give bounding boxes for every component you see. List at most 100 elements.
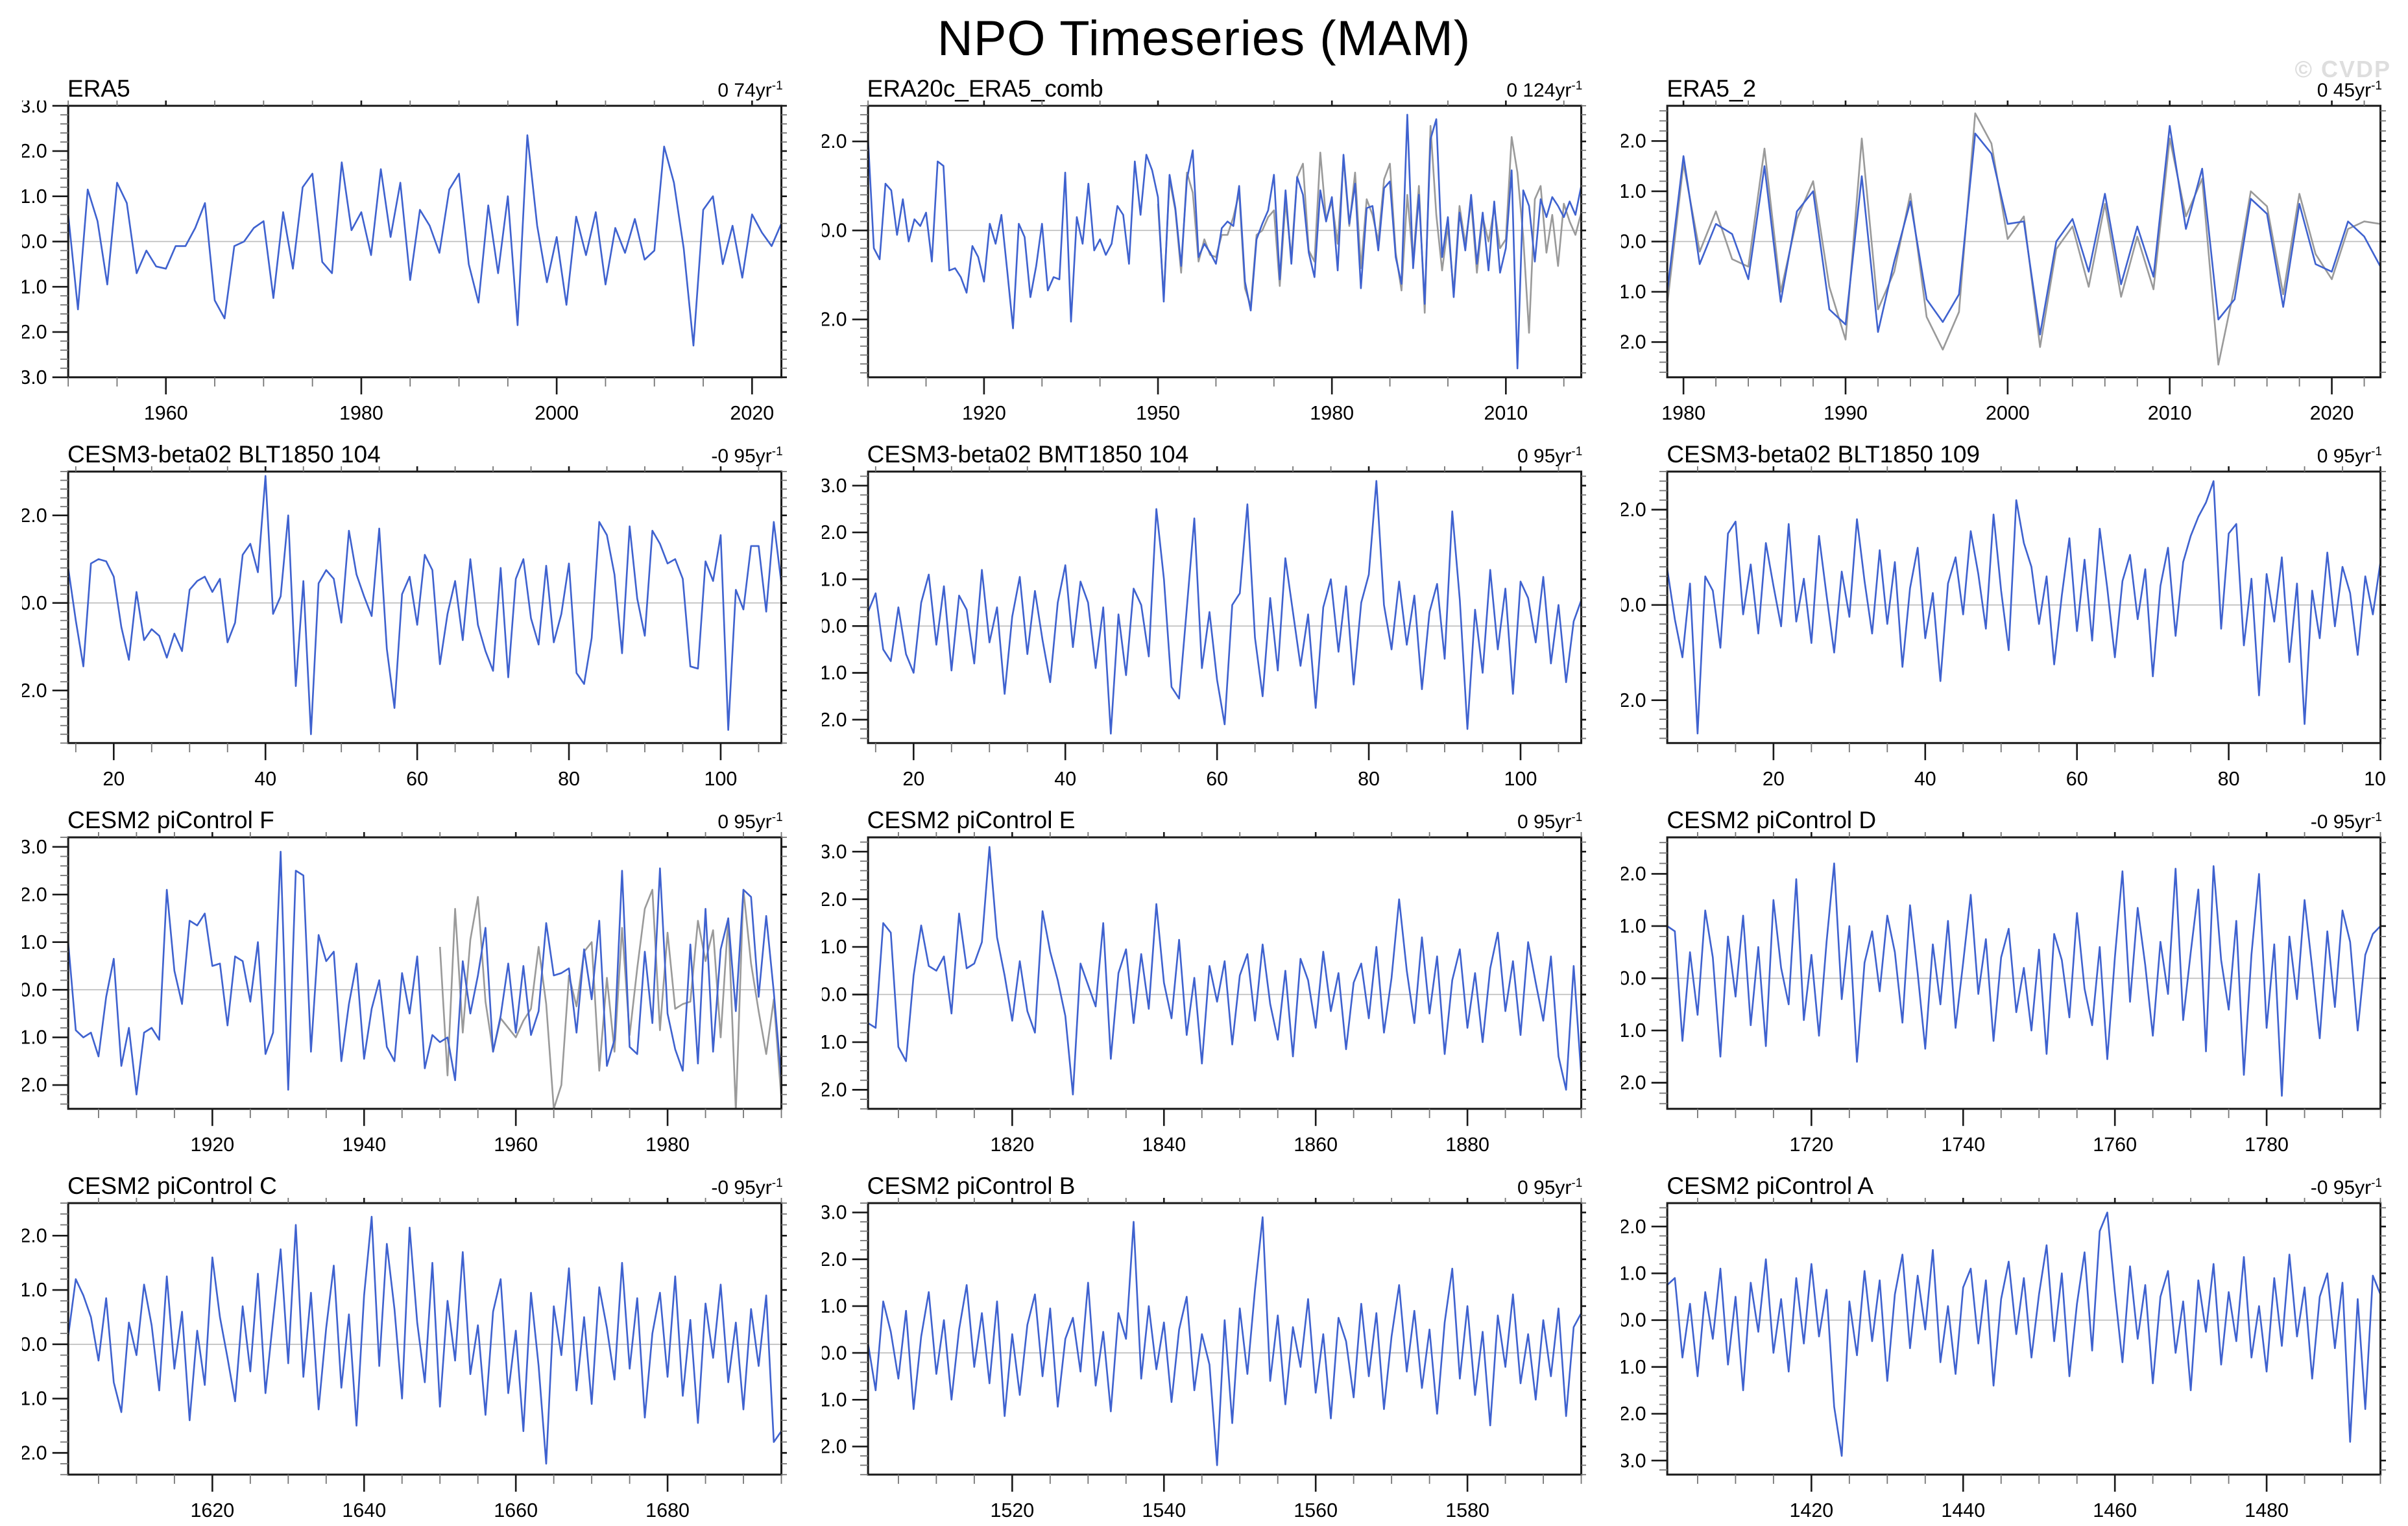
y-tick-label: -2.0 xyxy=(1621,1072,1646,1094)
timeseries-plot: 1920 1950 1980 2010 -2.0 0.0 2.0 xyxy=(822,101,1587,424)
y-tick-label: -2.0 xyxy=(22,1442,47,1464)
trend-exponent: -1 xyxy=(1571,811,1583,825)
series-line-piControl-A xyxy=(1667,1211,2381,1457)
y-tick-label: -2.0 xyxy=(1621,331,1646,353)
subplot-picontrol-e: CESM2 piControl E 0 95yr-1 1820 1840 1860 1… xyxy=(822,802,1587,1162)
trend-value: 0 45yr xyxy=(2317,80,2372,101)
subplot-title: CESM3-beta02 BLT1850 104 xyxy=(67,441,381,468)
y-tick-label: 2.0 xyxy=(822,130,847,152)
x-tick-label: 1720 xyxy=(1790,1134,1834,1156)
y-tick-label: 0.0 xyxy=(822,615,847,638)
x-tick-label: 1480 xyxy=(2245,1499,2289,1521)
timeseries-plot: 20 40 60 80 100 -2.0 0.0 2.0 xyxy=(1621,466,2386,790)
trend-exponent: -1 xyxy=(1571,445,1583,459)
x-tick-label: 1860 xyxy=(1294,1134,1338,1156)
subplot-picontrol-a: CESM2 piControl A -0 95yr-1 1420 1440 1460… xyxy=(1621,1168,2386,1526)
y-tick-label: 2.0 xyxy=(22,884,47,906)
y-tick-label: 1.0 xyxy=(1621,915,1646,937)
subplot-title: CESM2 piControl F xyxy=(67,807,274,834)
timeseries-plot: 1420 1440 1460 1480 -3.0 -2.0 -1.0 0.0 1.0 2.0 xyxy=(1621,1198,2386,1521)
x-tick-label: 40 xyxy=(1914,768,1936,790)
y-tick-label: 0.0 xyxy=(1621,1309,1646,1331)
trend-value: 0 95yr xyxy=(717,811,772,833)
y-tick-label: 3.0 xyxy=(822,1202,847,1224)
subplot-picontrol-d: CESM2 piControl D -0 95yr-1 1720 1740 1760… xyxy=(1621,802,2386,1162)
subplot-header: ERA5_2 0 45yr-1 xyxy=(1621,71,2386,101)
x-tick-label: 100 xyxy=(1504,768,1537,790)
series-line-piControl-B xyxy=(867,1216,1582,1466)
y-tick-label: -1.0 xyxy=(22,1027,47,1049)
trend-annotation: 0 124yr-1 xyxy=(1506,80,1582,101)
x-tick-label: 1660 xyxy=(494,1499,538,1521)
y-tick-label: -1.0 xyxy=(1621,1019,1646,1042)
subplot-header: CESM3-beta02 BLT1850 104 -0 95yr-1 xyxy=(22,436,787,466)
subplot-header: CESM2 piControl A -0 95yr-1 xyxy=(1621,1168,2386,1198)
trend-value: 0 95yr xyxy=(1517,446,1572,468)
timeseries-plot: 1620 1640 1660 1680 -2.0 -1.0 0.0 1.0 2.0 xyxy=(22,1198,787,1521)
trend-exponent: -1 xyxy=(771,1176,783,1191)
y-tick-label: -1.0 xyxy=(22,1388,47,1410)
x-tick-label: 80 xyxy=(558,768,580,790)
subplot-title: CESM3-beta02 BMT1850 104 xyxy=(867,441,1189,468)
y-tick-label: -2.0 xyxy=(1621,689,1646,711)
x-tick-label: 1820 xyxy=(990,1134,1034,1156)
x-tick-label: 1540 xyxy=(1142,1499,1186,1521)
x-tick-label: 1920 xyxy=(962,402,1006,424)
y-tick-label: -1.0 xyxy=(1621,1356,1646,1378)
subplot-header: ERA5 0 74yr-1 xyxy=(22,71,787,101)
subplot-header: CESM2 piControl C -0 95yr-1 xyxy=(22,1168,787,1198)
x-tick-label: 1980 xyxy=(645,1134,690,1156)
x-tick-label: 1780 xyxy=(2245,1134,2289,1156)
x-tick-label: 1620 xyxy=(190,1499,234,1521)
x-tick-label: 80 xyxy=(2218,768,2240,790)
x-tick-label: 80 xyxy=(1358,768,1380,790)
plot-frame xyxy=(867,470,1582,745)
x-tick-label: 100 xyxy=(2364,768,2386,790)
series-line-ERA20c_ERA5_comb xyxy=(867,113,1582,370)
trend-annotation: -0 95yr-1 xyxy=(711,446,782,466)
y-tick-label: -1.0 xyxy=(822,1389,847,1411)
subplot-picontrol-b: CESM2 piControl B 0 95yr-1 1520 1540 1560 1… xyxy=(822,1168,1587,1526)
y-tick-label: 1.0 xyxy=(1621,1263,1646,1285)
x-tick-label: 1440 xyxy=(1942,1499,1986,1521)
plot-frame xyxy=(867,836,1582,1110)
y-tick-label: 0.0 xyxy=(1621,968,1646,990)
trend-annotation: -0 95yr-1 xyxy=(711,1177,782,1198)
trend-annotation: 0 95yr-1 xyxy=(1517,1177,1582,1198)
trend-annotation: 0 45yr-1 xyxy=(2317,80,2382,101)
x-tick-label: 20 xyxy=(902,768,924,790)
subplot-blt1850-104: CESM3-beta02 BLT1850 104 -0 95yr-1 20 40 6… xyxy=(22,436,787,796)
y-tick-label: 3.0 xyxy=(822,475,847,497)
x-tick-label: 2010 xyxy=(2148,402,2192,424)
y-tick-label: 2.0 xyxy=(1621,130,1646,152)
timeseries-plot: 1720 1740 1760 1780 -2.0 -1.0 0.0 1.0 2.0 xyxy=(1621,832,2386,1156)
x-tick-label: 1950 xyxy=(1136,402,1180,424)
y-tick-label: -2.0 xyxy=(22,1074,47,1096)
trend-annotation: 0 95yr-1 xyxy=(1517,811,1582,832)
subplot-title: CESM2 piControl E xyxy=(867,807,1076,834)
x-tick-label: 2000 xyxy=(1986,402,2030,424)
subplot-title: CESM2 piControl C xyxy=(67,1173,277,1200)
trend-exponent: -1 xyxy=(771,811,783,825)
x-tick-label: 1640 xyxy=(342,1499,386,1521)
plot-frame xyxy=(67,470,783,745)
series-line-piControl-C xyxy=(68,1215,782,1465)
subplot-era20c-era5-comb: ERA20c_ERA5_comb 0 124yr-1 1920 1950 1980 2… xyxy=(822,71,1587,430)
y-tick-label: -2.0 xyxy=(22,321,47,343)
subplot-blt1850-109: CESM3-beta02 BLT1850 109 0 95yr-1 20 40 60… xyxy=(1621,436,2386,796)
subplot-grid: ERA5 0 74yr-1 1960198020002020-3.0-2.0-1… xyxy=(0,67,2408,1526)
y-tick-label: -1.0 xyxy=(22,276,47,298)
series-line-BLT1850-104 xyxy=(68,475,782,735)
trend-exponent: -1 xyxy=(771,445,783,459)
y-tick-label: -3.0 xyxy=(1621,1449,1646,1472)
timeseries-plot: 1920 1940 1960 1980 -2.0 -1.0 0.0 1.0 2.0 3.0 xyxy=(22,832,787,1156)
subplot-title: CESM3-beta02 BLT1850 109 xyxy=(1667,441,1981,468)
y-tick-label: 1.0 xyxy=(22,931,47,953)
x-tick-label: 20 xyxy=(102,768,125,790)
y-tick-label: 0.0 xyxy=(22,979,47,1001)
trend-value: 0 95yr xyxy=(2317,446,2372,468)
x-tick-label: 1980 xyxy=(1662,402,1706,424)
trend-value: 0 74yr xyxy=(717,80,772,101)
y-tick-label: -2.0 xyxy=(822,309,847,331)
timeseries-plot: 20 40 60 80 100 -2.0 -1.0 0.0 1.0 2.0 3.0 xyxy=(822,466,1587,790)
